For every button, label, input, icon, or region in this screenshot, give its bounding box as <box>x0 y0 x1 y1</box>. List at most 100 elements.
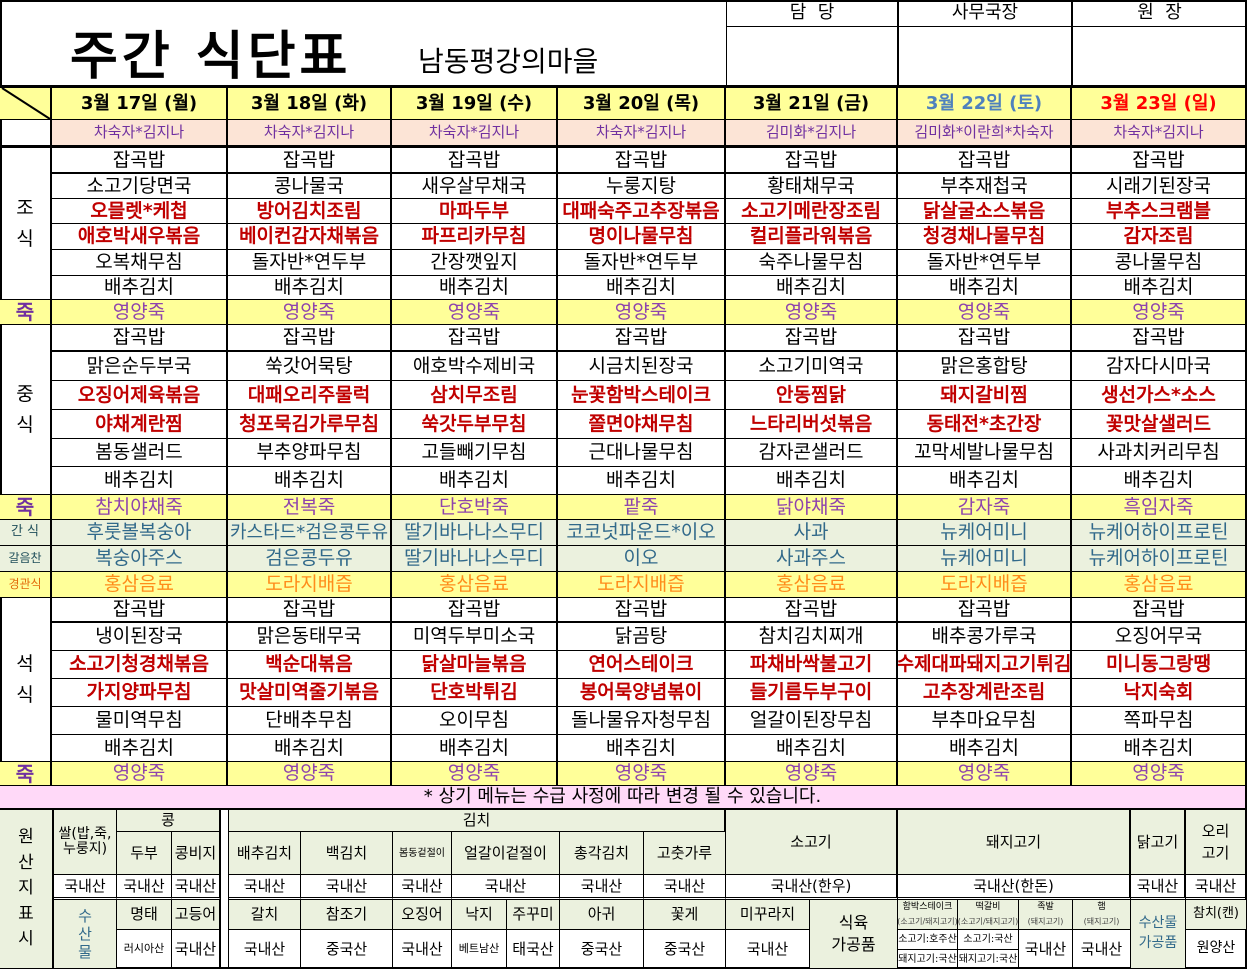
breakfast-porridge-item: 영양죽 <box>726 300 898 325</box>
lunch-porridge-item: 닭야채죽 <box>726 495 898 520</box>
menu-item: 배추콩가루국 <box>898 623 1072 651</box>
snack-item: 뉴케어미니 <box>898 520 1072 546</box>
origin-label: 고춧가루 <box>644 832 726 875</box>
breakfast-porridge-item: 영양죽 <box>898 300 1072 325</box>
origin-label: 낙지 <box>452 900 507 930</box>
notice-text: * 상기 메뉴는 수급 사정에 따라 변경 될 수 있습니다. <box>0 786 1247 810</box>
menu-item: 맑은동태무국 <box>228 623 392 651</box>
date-header: 3월 23일 (일) <box>1072 85 1247 120</box>
menu-item: 잡곡밥 <box>558 148 726 174</box>
origin-label-processed-seafood: 수산물 가공품 <box>1131 900 1186 969</box>
menu-item: 방어김치조림 <box>228 199 392 224</box>
row-label-tube: 경관식 <box>0 572 52 598</box>
meal-label-dinner: 석 식 <box>0 598 52 762</box>
menu-item: 꼬막세발나물무침 <box>898 439 1072 467</box>
origin-label: 닭고기 <box>1131 810 1186 875</box>
menu-item: 마파두부 <box>392 199 558 224</box>
origin-label: 오리 고기 <box>1186 810 1247 875</box>
menu-item: 배추김치 <box>726 276 898 300</box>
menu-item: 배추김치 <box>392 467 558 495</box>
menu-item: 사과치커리무침 <box>1072 439 1247 467</box>
origin-value: 국내산 <box>1073 930 1131 969</box>
menu-item: 고들빼기무침 <box>392 439 558 467</box>
origin-label: 돼지고기 <box>898 810 1131 875</box>
origin-group-bean: 콩 <box>117 810 220 832</box>
menu-item: 연어스테이크 <box>558 651 726 679</box>
menu-item: 돌자반*연두부 <box>228 250 392 276</box>
menu-item: 맑은순두부국 <box>52 352 228 381</box>
meal-label-lunch: 중 식 <box>0 325 52 495</box>
origin-value: 국내산 <box>393 930 452 969</box>
menu-item: 배추김치 <box>392 276 558 300</box>
tube-item: 홍삼음료 <box>1072 572 1247 598</box>
row-label-side: 갈음찬 <box>0 546 52 572</box>
corner-diagonal-cell <box>0 85 52 120</box>
menu-item: 잡곡밥 <box>726 598 898 623</box>
menu-item: 오이무침 <box>392 707 558 735</box>
menu-item: 잡곡밥 <box>1072 148 1247 174</box>
menu-item: 부추마요무침 <box>898 707 1072 735</box>
origin-label: 참치(캔) <box>1186 900 1247 930</box>
breakfast-porridge-item: 영양죽 <box>392 300 558 325</box>
dinner-porridge-item: 영양죽 <box>1072 762 1247 786</box>
origin-value: 국내산 <box>560 875 644 900</box>
side-item: 검은콩두유 <box>228 546 392 572</box>
menu-item: 잡곡밥 <box>52 148 228 174</box>
menu-item: 들기름두부구이 <box>726 679 898 707</box>
origin-label: 오징어 <box>393 900 452 930</box>
lunch-porridge-item: 흑임자죽 <box>1072 495 1247 520</box>
dinner-porridge-item: 영양죽 <box>898 762 1072 786</box>
menu-item: 봉어묵양념볶이 <box>558 679 726 707</box>
staff-names: 차숙자*김지나 <box>392 120 558 148</box>
row-label-porridge: 죽 <box>0 300 52 325</box>
menu-item: 물미역무침 <box>52 707 228 735</box>
origin-value: 국내산(한우) <box>726 875 898 900</box>
menu-item: 돌나물유자청무침 <box>558 707 726 735</box>
menu-item: 잡곡밥 <box>392 148 558 174</box>
menu-item: 잡곡밥 <box>726 148 898 174</box>
menu-item: 배추김치 <box>558 467 726 495</box>
origin-value: 국내산 <box>117 875 172 900</box>
menu-item: 낙지숙회 <box>1072 679 1247 707</box>
staff-names: 차숙자*김지나 <box>228 120 392 148</box>
menu-item: 배추김치 <box>558 276 726 300</box>
menu-item: 단배추무침 <box>228 707 392 735</box>
menu-item: 잡곡밥 <box>228 598 392 623</box>
menu-item: 배추김치 <box>1072 276 1247 300</box>
origin-value: 중국산 <box>644 930 726 969</box>
origin-label: 소고기 <box>726 810 898 875</box>
breakfast-porridge-item: 영양죽 <box>1072 300 1247 325</box>
side-item: 딸기바나나스무디 <box>392 546 558 572</box>
menu-item: 배추김치 <box>392 735 558 762</box>
dinner-porridge-item: 영양죽 <box>726 762 898 786</box>
breakfast-porridge-item: 영양죽 <box>558 300 726 325</box>
staff-names: 차숙자*김지나 <box>558 120 726 148</box>
menu-item: 배추김치 <box>52 276 228 300</box>
origin-value: 베트남산 <box>452 930 507 969</box>
origin-value: 돼지고기:국산 <box>958 950 1019 969</box>
menu-item: 잡곡밥 <box>558 325 726 352</box>
date-header: 3월 22일 (토) <box>898 85 1072 120</box>
menu-item: 참치김치찌개 <box>726 623 898 651</box>
origin-label: 아귀 <box>560 900 644 930</box>
origin-value: 러시아산 <box>117 930 172 969</box>
menu-item: 오징어무국 <box>1072 623 1247 651</box>
menu-item: 쑥갓어묵탕 <box>228 352 392 381</box>
menu-item: 배추김치 <box>898 276 1072 300</box>
staff-names: 차숙자*김지나 <box>1072 120 1247 148</box>
menu-item: 잡곡밥 <box>726 325 898 352</box>
menu-item: 누룽지탕 <box>558 174 726 199</box>
menu-item: 맛살미역줄기볶음 <box>228 679 392 707</box>
origin-value: 국내산 <box>301 875 393 900</box>
menu-item: 명이나물무침 <box>558 224 726 250</box>
origin-label: 배추김치 <box>229 832 301 875</box>
menu-item: 잡곡밥 <box>898 598 1072 623</box>
menu-item: 배추김치 <box>1072 735 1247 762</box>
lunch-porridge-item: 전복죽 <box>228 495 392 520</box>
menu-item: 파채바싹불고기 <box>726 651 898 679</box>
origin-label: 떡갈비 <box>958 900 1019 916</box>
dinner-porridge-item: 영양죽 <box>228 762 392 786</box>
menu-item: 쫄면야채무침 <box>558 410 726 439</box>
menu-item: 숙주나물무침 <box>726 250 898 276</box>
tube-item: 홍삼음료 <box>392 572 558 598</box>
